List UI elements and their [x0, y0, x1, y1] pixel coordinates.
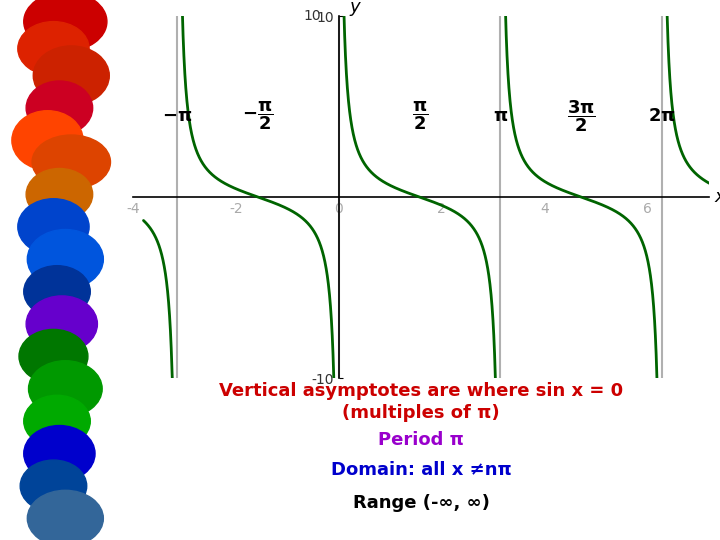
Text: $\mathbf{\dfrac{\pi}{2}}$: $\mathbf{\dfrac{\pi}{2}}$: [412, 99, 428, 132]
Ellipse shape: [19, 329, 88, 383]
Text: $\mathbf{-\dfrac{\pi}{2}}$: $\mathbf{-\dfrac{\pi}{2}}$: [243, 99, 274, 132]
Text: $\mathbf{\dfrac{3\pi}{2}}$: $\mathbf{\dfrac{3\pi}{2}}$: [567, 98, 595, 133]
Ellipse shape: [26, 81, 93, 135]
Ellipse shape: [24, 395, 90, 447]
Text: Domain: all x ≠nπ: Domain: all x ≠nπ: [330, 461, 512, 479]
Ellipse shape: [26, 168, 93, 220]
Text: y: y: [349, 0, 360, 16]
Text: $\mathbf{2\pi}$: $\mathbf{2\pi}$: [648, 107, 676, 125]
Text: Range (-∞, ∞): Range (-∞, ∞): [353, 494, 490, 512]
Text: (multiples of π): (multiples of π): [343, 404, 500, 422]
Ellipse shape: [33, 46, 109, 105]
Ellipse shape: [27, 490, 104, 540]
Text: x: x: [714, 188, 720, 206]
Ellipse shape: [24, 426, 95, 482]
Ellipse shape: [18, 199, 89, 255]
Ellipse shape: [24, 0, 107, 51]
Ellipse shape: [18, 22, 89, 76]
Text: Period π: Period π: [378, 431, 464, 449]
Ellipse shape: [29, 361, 102, 417]
Ellipse shape: [12, 111, 84, 170]
Text: Vertical asymptotes are where sin x = 0: Vertical asymptotes are where sin x = 0: [219, 382, 624, 401]
Ellipse shape: [24, 266, 90, 318]
Ellipse shape: [27, 230, 104, 289]
Text: $\mathbf{-\pi}$: $\mathbf{-\pi}$: [162, 107, 192, 125]
Ellipse shape: [20, 460, 86, 512]
Ellipse shape: [26, 296, 97, 352]
Text: 10: 10: [303, 9, 321, 23]
Text: $\mathbf{\pi}$: $\mathbf{\pi}$: [493, 107, 508, 125]
Ellipse shape: [32, 135, 110, 189]
